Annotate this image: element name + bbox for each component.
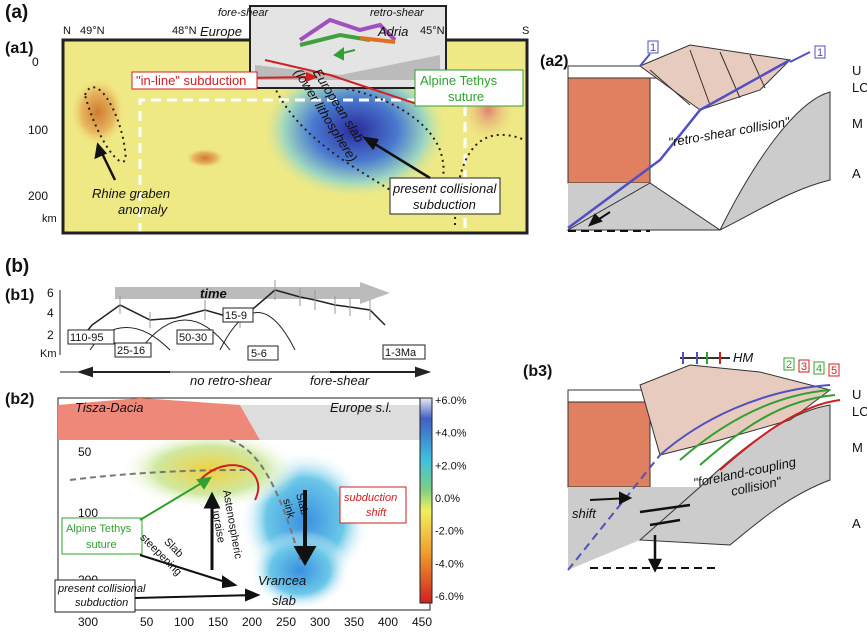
anomaly-label: anomaly [118, 202, 169, 217]
callout: Alpine Tethys [66, 523, 132, 535]
layer-label: LC [852, 404, 867, 419]
depth-tick: 0 [32, 55, 39, 69]
y-tick: 50 [78, 445, 92, 459]
panel-a1: (a) (a1) N S 49°N 48°N 45°N Europe Adria… [5, 2, 529, 233]
x-tick: 200 [242, 615, 262, 629]
panel-label: (b2) [5, 391, 34, 408]
panel-a2: (a2) 1 1 U LC M A "retro-shear collision… [540, 41, 867, 231]
anomaly-label: Rhine graben [92, 186, 170, 201]
y-tick: 4 [47, 306, 54, 320]
region-label: Europe s.l. [330, 400, 392, 415]
x-tick: 400 [378, 615, 398, 629]
stage-label: 1-3Ma [385, 347, 417, 359]
callout: Alpine Tethys [420, 73, 498, 88]
y-tick: 300 [78, 615, 98, 629]
region-label: Tisza-Dacia [75, 400, 144, 415]
x-tick: 100 [174, 615, 194, 629]
colorbar-label: -2.0% [435, 526, 464, 538]
orange-anomaly [185, 148, 225, 168]
callout: suture [448, 89, 484, 104]
marker: 1 [817, 47, 823, 59]
panel-b1: (b) (b1) 6 4 2 Km time 110-95 25-16 50-3… [5, 256, 430, 376]
marker: 1 [650, 42, 656, 54]
panel-b3: (b3) HM 2 3 4 5 U LC M A shift "foreland… [523, 350, 867, 570]
colorbar-label: 0.0% [435, 493, 460, 505]
layer-label: A [852, 516, 861, 531]
layer [568, 78, 650, 183]
annotation: fore-shear [310, 373, 370, 388]
x-tick: 250 [276, 615, 296, 629]
stage-label: 5-6 [251, 348, 267, 360]
colorbar-label: +6.0% [435, 395, 467, 407]
callout: present collisional [392, 181, 497, 196]
figure: (a) (a1) N S 49°N 48°N 45°N Europe Adria… [0, 0, 867, 633]
panel-label: (a) [5, 2, 28, 23]
colorbar-label: -6.0% [435, 591, 464, 603]
x-tick: 50 [140, 615, 154, 629]
stage-label: 25-16 [117, 345, 145, 357]
colorbar [420, 398, 432, 603]
callout: present collisional [57, 583, 146, 595]
stage-label: 15-9 [225, 310, 247, 322]
colorbar-label: +2.0% [435, 460, 467, 472]
panel-label: (a1) [5, 40, 33, 57]
x-tick: 150 [208, 615, 228, 629]
callout: subduction [75, 597, 128, 609]
stage-label: 110-95 [70, 332, 103, 344]
callout: suture [86, 539, 117, 551]
shear-label: fore-shear [218, 7, 269, 19]
colorbar-label: -4.0% [435, 558, 464, 570]
panel-label: (a2) [540, 53, 568, 70]
panel-label: (b) [5, 256, 29, 277]
slab-label: Vrancea [258, 573, 306, 588]
layer-label: M [852, 116, 863, 131]
time-label: time [200, 286, 227, 301]
marker: 3 [801, 361, 807, 373]
latitude-label: 49°N [80, 25, 105, 37]
region-label: Adria [377, 24, 408, 39]
callout: "in-line" subduction [136, 73, 246, 88]
region-label: Europe [200, 24, 242, 39]
annotation: no retro-shear [190, 373, 272, 388]
y-tick: 2 [47, 328, 54, 342]
slab-label: slab [272, 593, 296, 608]
layer-label: U [852, 387, 861, 402]
marker: 2 [786, 359, 792, 371]
y-unit: Km [40, 348, 57, 360]
callout: subduction [344, 492, 397, 504]
fast-anomaly [250, 530, 350, 610]
y-tick: 6 [47, 286, 54, 300]
callout: subduction [413, 197, 476, 212]
layer [568, 402, 650, 487]
panel-label: (b1) [5, 287, 34, 304]
depth-unit: km [42, 213, 57, 225]
x-tick: 350 [344, 615, 364, 629]
x-tick: 450 [412, 615, 432, 629]
depth-tick: 100 [28, 123, 48, 137]
x-tick: 300 [310, 615, 330, 629]
shear-label: retro-shear [370, 7, 425, 19]
panel-b2: (b2) no retro-shear fore-shear Tisza-Dac… [5, 373, 467, 629]
latitude-label: 48°N [172, 25, 197, 37]
stage-label: 50-30 [179, 332, 207, 344]
layer-label: M [852, 440, 863, 455]
layer-label: LC [852, 80, 867, 95]
orange-anomaly [70, 77, 126, 147]
callout: shift [366, 507, 387, 519]
marker: 5 [831, 365, 837, 377]
annotation: shift [572, 506, 597, 521]
depth-tick: 200 [28, 189, 48, 203]
layer-label: A [852, 166, 861, 181]
time-arrow [115, 282, 390, 304]
orientation-label: N [63, 25, 71, 37]
panel-label: (b3) [523, 363, 552, 380]
orientation-label: S [522, 25, 529, 37]
colorbar-label: +4.0% [435, 428, 467, 440]
annotation: HM [733, 350, 753, 365]
marker: 4 [816, 363, 822, 375]
layer-label: U [852, 63, 861, 78]
latitude-label: 45°N [420, 25, 445, 37]
